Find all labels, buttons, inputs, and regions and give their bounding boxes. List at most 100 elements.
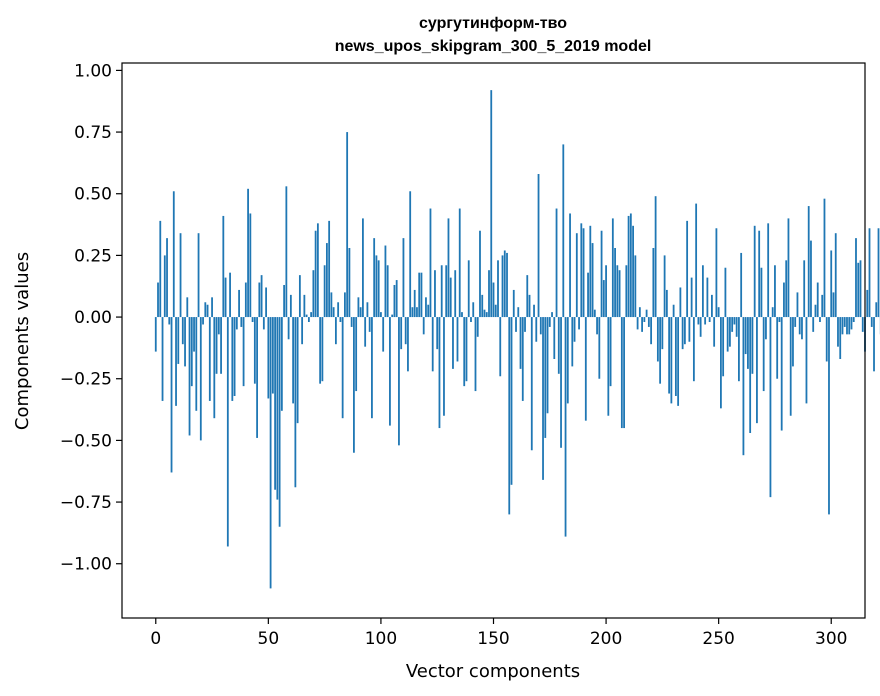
bar [555, 208, 558, 318]
bar [170, 317, 173, 473]
bar [226, 317, 229, 547]
bar [249, 213, 252, 318]
bar [733, 317, 736, 325]
bar [656, 317, 659, 362]
bar [825, 317, 828, 362]
bar [395, 280, 398, 318]
bar [575, 233, 578, 318]
bar [348, 248, 351, 318]
bar [269, 317, 272, 589]
x-axis: 0 50 100 150 200 250 300 [150, 618, 847, 649]
bar [344, 292, 346, 318]
bar [711, 294, 713, 318]
bar [701, 265, 704, 318]
bar [337, 302, 340, 318]
bar [686, 220, 689, 318]
bar [274, 317, 276, 490]
bar [222, 215, 225, 318]
bar [578, 317, 580, 330]
bar [593, 309, 596, 318]
bar [735, 317, 738, 337]
bar [744, 317, 747, 355]
bar [445, 265, 448, 318]
bar [287, 317, 290, 340]
x-tick-label: 100 [365, 629, 397, 649]
bar [409, 191, 412, 318]
bar [715, 228, 718, 318]
bar [359, 307, 362, 318]
bar [587, 272, 589, 318]
bar [620, 317, 623, 429]
bar [346, 132, 349, 318]
bar [418, 272, 421, 318]
bar [677, 317, 680, 406]
bar [521, 317, 524, 401]
bar [747, 317, 749, 369]
bar [186, 297, 189, 318]
bar [411, 307, 414, 318]
x-tick-label: 150 [477, 629, 509, 649]
y-tick-label: 0.25 [74, 246, 112, 266]
bar [357, 297, 360, 318]
bar [350, 317, 353, 327]
bar [866, 289, 869, 318]
bar [699, 317, 702, 337]
bar [256, 317, 258, 438]
bar [767, 223, 770, 318]
bar [398, 317, 400, 446]
bar [235, 317, 238, 330]
bar [422, 317, 425, 335]
bar [166, 238, 168, 318]
bar [341, 317, 344, 419]
y-axis-label: Components values [12, 252, 33, 430]
bar [548, 317, 551, 327]
bar [443, 317, 445, 416]
bar [605, 265, 607, 318]
bar [289, 294, 292, 318]
bar [661, 317, 664, 350]
bar [316, 223, 319, 318]
y-tick-label: 1.00 [74, 61, 112, 81]
chart-title: сургутинформ-тво [419, 15, 567, 32]
x-tick-label: 250 [702, 629, 734, 649]
bar [607, 317, 610, 416]
bar [557, 317, 560, 374]
x-axis-label: Vector components [406, 661, 580, 682]
y-tick-label: −0.75 [60, 493, 112, 513]
bar [377, 260, 380, 318]
bar [663, 255, 666, 318]
bar [792, 317, 794, 367]
bar [850, 317, 853, 330]
bar [623, 317, 625, 429]
bar [296, 317, 299, 424]
bar [681, 317, 684, 350]
bar [285, 186, 288, 318]
bar [382, 317, 385, 352]
bar [503, 250, 506, 318]
bar [463, 317, 466, 387]
bar [161, 317, 164, 401]
bar [771, 307, 774, 318]
bar [247, 188, 249, 318]
bar [749, 317, 752, 433]
bar [672, 304, 675, 318]
bar [380, 312, 382, 318]
bar [366, 302, 369, 318]
bar [652, 248, 655, 318]
bar [427, 304, 430, 318]
bar [839, 317, 842, 359]
bar [524, 317, 526, 332]
bar [614, 248, 616, 318]
bar [724, 267, 727, 318]
bar [650, 317, 653, 345]
bar [389, 317, 391, 426]
bar [303, 294, 306, 318]
bar [193, 317, 195, 352]
bar [458, 208, 461, 318]
bar [384, 245, 387, 318]
bar [713, 317, 716, 347]
bar [271, 317, 274, 394]
bar [292, 317, 295, 404]
bar [798, 317, 801, 335]
bar [238, 289, 240, 318]
